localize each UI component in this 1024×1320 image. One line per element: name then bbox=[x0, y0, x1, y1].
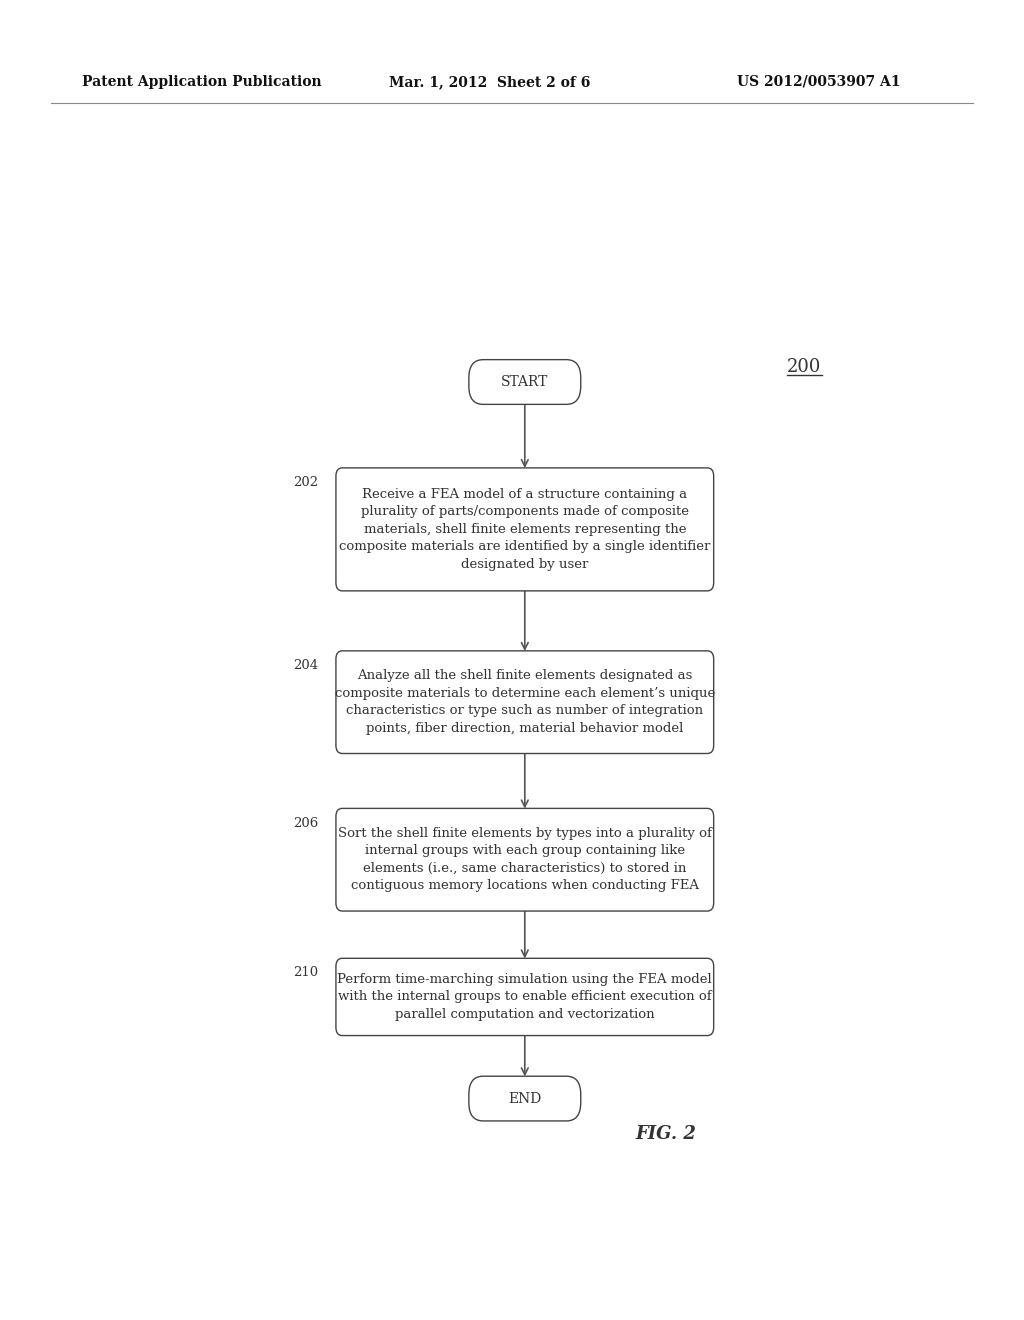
Text: 210: 210 bbox=[293, 966, 318, 979]
Text: START: START bbox=[501, 375, 549, 389]
Text: US 2012/0053907 A1: US 2012/0053907 A1 bbox=[737, 75, 901, 88]
Text: 206: 206 bbox=[293, 817, 318, 829]
Text: END: END bbox=[508, 1092, 542, 1106]
Text: FIG. 2: FIG. 2 bbox=[636, 1125, 696, 1143]
FancyBboxPatch shape bbox=[336, 467, 714, 591]
FancyBboxPatch shape bbox=[336, 958, 714, 1036]
FancyBboxPatch shape bbox=[336, 651, 714, 754]
Text: Analyze all the shell finite elements designated as
composite materials to deter: Analyze all the shell finite elements de… bbox=[335, 669, 715, 735]
Text: 204: 204 bbox=[293, 659, 318, 672]
Text: Patent Application Publication: Patent Application Publication bbox=[82, 75, 322, 88]
FancyBboxPatch shape bbox=[336, 808, 714, 911]
Text: Perform time-marching simulation using the FEA model
with the internal groups to: Perform time-marching simulation using t… bbox=[338, 973, 712, 1020]
FancyBboxPatch shape bbox=[469, 1076, 581, 1121]
Text: 200: 200 bbox=[786, 358, 821, 376]
Text: 202: 202 bbox=[293, 477, 318, 488]
Text: Mar. 1, 2012  Sheet 2 of 6: Mar. 1, 2012 Sheet 2 of 6 bbox=[389, 75, 591, 88]
FancyBboxPatch shape bbox=[469, 359, 581, 404]
Text: Receive a FEA model of a structure containing a
plurality of parts/components ma: Receive a FEA model of a structure conta… bbox=[339, 488, 711, 570]
Text: Sort the shell finite elements by types into a plurality of
internal groups with: Sort the shell finite elements by types … bbox=[338, 826, 712, 892]
